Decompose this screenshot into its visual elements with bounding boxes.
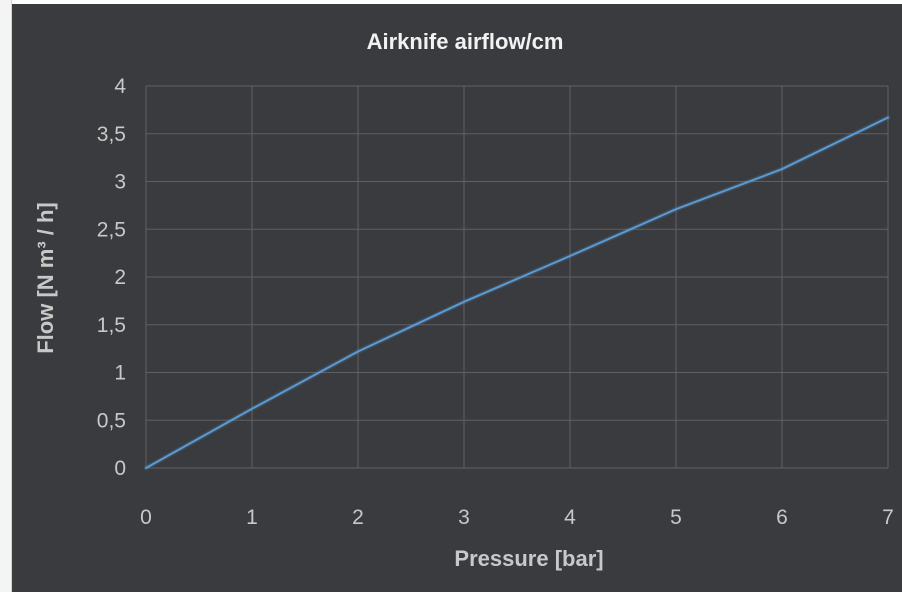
y-tick-label: 2,5: [97, 218, 126, 241]
line-chart: Airknife airflow/cm 0 0,5 1 1,5 2 2,5 3 3,5 4 0 1…: [12, 4, 902, 592]
chart-area: Airknife airflow/cm 0 0,5 1 1,5 2 2,5 3 3,5 4 0 1…: [12, 4, 902, 592]
x-tick-label: 6: [776, 506, 788, 529]
y-tick-label: 3: [114, 171, 126, 194]
chart-title: Airknife airflow/cm: [367, 29, 564, 54]
x-tick-label: 1: [246, 506, 258, 529]
x-tick-label: 7: [882, 506, 894, 529]
window-left-edge: [0, 0, 12, 592]
y-tick-label: 1: [114, 362, 126, 385]
y-tick-label: 3,5: [97, 123, 126, 146]
y-tick-label: 1,5: [97, 314, 126, 337]
x-tick-label: 2: [352, 506, 364, 529]
x-tick-label: 3: [458, 506, 470, 529]
y-axis-title: Flow [N m³ / h]: [33, 202, 58, 354]
series-line: [146, 118, 888, 468]
series-group: [146, 117, 888, 468]
y-tick-label: 2: [114, 266, 126, 289]
y-tick-label: 4: [114, 75, 126, 98]
y-tick-label: 0,5: [97, 409, 126, 432]
x-axis-title: Pressure [bar]: [454, 546, 603, 571]
x-axis-ticks: 0 1 2 3 4 5 6 7: [140, 506, 894, 529]
x-tick-label: 5: [670, 506, 682, 529]
x-tick-label: 0: [140, 506, 152, 529]
x-tick-label: 4: [564, 506, 576, 529]
y-tick-label: 0: [114, 457, 126, 480]
y-axis-ticks: 0 0,5 1 1,5 2 2,5 3 3,5 4: [97, 75, 127, 480]
